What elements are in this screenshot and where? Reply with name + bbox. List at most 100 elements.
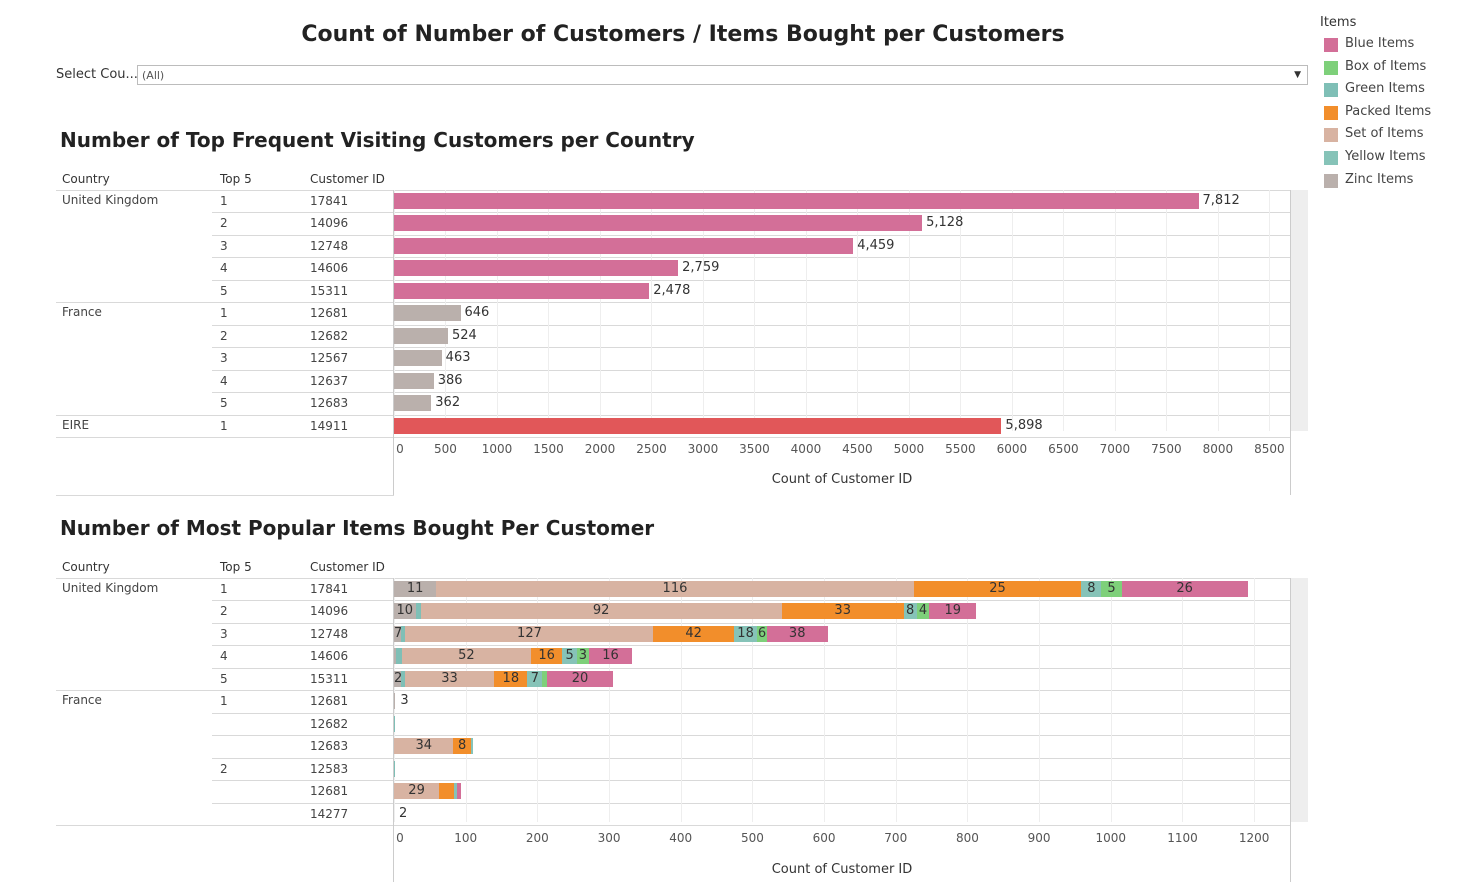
bar-segment[interactable]	[913, 581, 1082, 597]
bar-segment[interactable]	[420, 603, 782, 620]
bar-segment[interactable]	[394, 783, 440, 800]
legend-item[interactable]: Blue Items	[1345, 36, 1415, 51]
legend-item[interactable]: Yellow Items	[1345, 149, 1426, 164]
bar-segment[interactable]	[394, 715, 395, 732]
bar-segment[interactable]	[470, 738, 473, 755]
legend-item[interactable]: Green Items	[1345, 81, 1425, 97]
row-rank: 1	[220, 194, 228, 208]
bar[interactable]	[394, 260, 679, 277]
bar[interactable]	[394, 282, 650, 299]
row-separator	[56, 302, 1290, 304]
bar-segment[interactable]	[439, 783, 455, 800]
bar-segment[interactable]	[404, 670, 495, 687]
bar-segment[interactable]	[401, 625, 406, 642]
bar-segment[interactable]	[454, 783, 458, 800]
bar-segment[interactable]	[394, 648, 397, 665]
bar[interactable]	[394, 237, 854, 254]
bar-segment[interactable]	[436, 581, 914, 597]
bar-segment[interactable]	[394, 581, 437, 597]
row-separator	[212, 645, 1290, 647]
legend-item[interactable]: Zinc Items	[1345, 171, 1414, 187]
segment-value-label: 6	[757, 625, 767, 641]
row-customer-id: 17841	[310, 582, 349, 596]
bar[interactable]	[394, 327, 448, 344]
row-separator	[212, 780, 1290, 782]
bar-segment[interactable]	[394, 760, 395, 777]
bar[interactable]	[394, 193, 1199, 209]
legend-title: Items	[1320, 15, 1357, 30]
bar-segment[interactable]	[401, 648, 531, 665]
row-country: France	[62, 693, 102, 708]
grid-line	[752, 578, 754, 822]
row-separator	[56, 436, 1290, 438]
bar-segment[interactable]	[916, 603, 930, 620]
bar-segment[interactable]	[733, 625, 758, 642]
row-customer-id: 12681	[310, 784, 349, 799]
bar-segment[interactable]	[653, 625, 734, 642]
bar-segment[interactable]	[757, 625, 767, 642]
row-separator	[56, 190, 1290, 191]
bar-segment[interactable]	[396, 648, 402, 665]
row-rank: 2	[220, 328, 228, 343]
bar-segment[interactable]	[929, 603, 977, 620]
bar-segment[interactable]	[405, 625, 654, 642]
bar-segment[interactable]	[588, 648, 632, 665]
grid-line	[1039, 578, 1041, 822]
bar-segment[interactable]	[394, 738, 454, 755]
bar[interactable]	[394, 417, 1002, 434]
legend-item[interactable]: Packed Items	[1345, 103, 1432, 119]
row-customer-id: 17841	[310, 194, 349, 208]
bar-segment[interactable]	[394, 625, 402, 642]
bar-segment[interactable]	[527, 670, 543, 687]
bar-segment[interactable]	[562, 648, 577, 665]
bar-segment[interactable]	[494, 670, 528, 687]
x-tick-label: 1100	[1167, 831, 1198, 845]
bar-segment[interactable]	[394, 670, 402, 687]
bar-segment[interactable]	[453, 738, 471, 755]
bar-segment[interactable]	[1101, 581, 1122, 597]
chart1-title: Number of Top Frequent Visiting Customer…	[60, 128, 695, 152]
bar-segment[interactable]	[394, 693, 396, 710]
bar-segment[interactable]	[766, 625, 828, 642]
row-separator	[212, 234, 1290, 236]
bar-segment[interactable]	[1121, 581, 1248, 597]
legend-item[interactable]: Box of Items	[1345, 58, 1427, 74]
row-separator	[212, 667, 1290, 669]
chevron-down-icon[interactable]: ▼	[1294, 70, 1301, 80]
bar[interactable]	[394, 395, 432, 412]
country-filter-dropdown[interactable]: (All) ▼	[137, 65, 1308, 85]
row-customer-id: 14606	[310, 261, 349, 276]
bar-value-label: 2,478	[653, 282, 691, 298]
bar[interactable]	[394, 215, 923, 232]
grid-line	[1166, 190, 1168, 431]
legend-item[interactable]: Set of Items	[1345, 126, 1424, 142]
segment-value-label: 127	[517, 625, 542, 641]
bar-segment[interactable]	[781, 603, 904, 620]
row-separator	[212, 757, 1290, 759]
chart1-scrollbar[interactable]	[1291, 190, 1308, 431]
bar-segment[interactable]	[576, 648, 589, 665]
row-rank: 2	[220, 216, 228, 231]
bar-segment[interactable]	[903, 603, 917, 620]
grid-line	[548, 190, 550, 431]
segment-value-label: 7	[530, 670, 539, 686]
bar-segment[interactable]	[546, 670, 614, 687]
bar-segment[interactable]	[1081, 581, 1102, 597]
grid-line	[702, 190, 704, 431]
bar[interactable]	[394, 350, 442, 367]
x-tick-label: 400	[669, 831, 693, 845]
segment-value-label: 16	[602, 648, 619, 664]
bar-segment[interactable]	[401, 670, 405, 687]
chart2-scrollbar[interactable]	[1291, 578, 1308, 822]
row-customer-id: 12748	[310, 626, 349, 641]
bar-segment[interactable]	[457, 783, 462, 800]
bar-segment[interactable]	[542, 670, 547, 687]
bar-segment[interactable]	[415, 603, 421, 620]
bar-segment[interactable]	[394, 603, 416, 620]
segment-value-label: 92	[592, 603, 610, 619]
bar[interactable]	[394, 305, 461, 322]
bar[interactable]	[394, 372, 434, 389]
segment-value-label: 38	[788, 625, 806, 641]
grid-line	[599, 190, 601, 431]
bar-segment[interactable]	[530, 648, 563, 665]
